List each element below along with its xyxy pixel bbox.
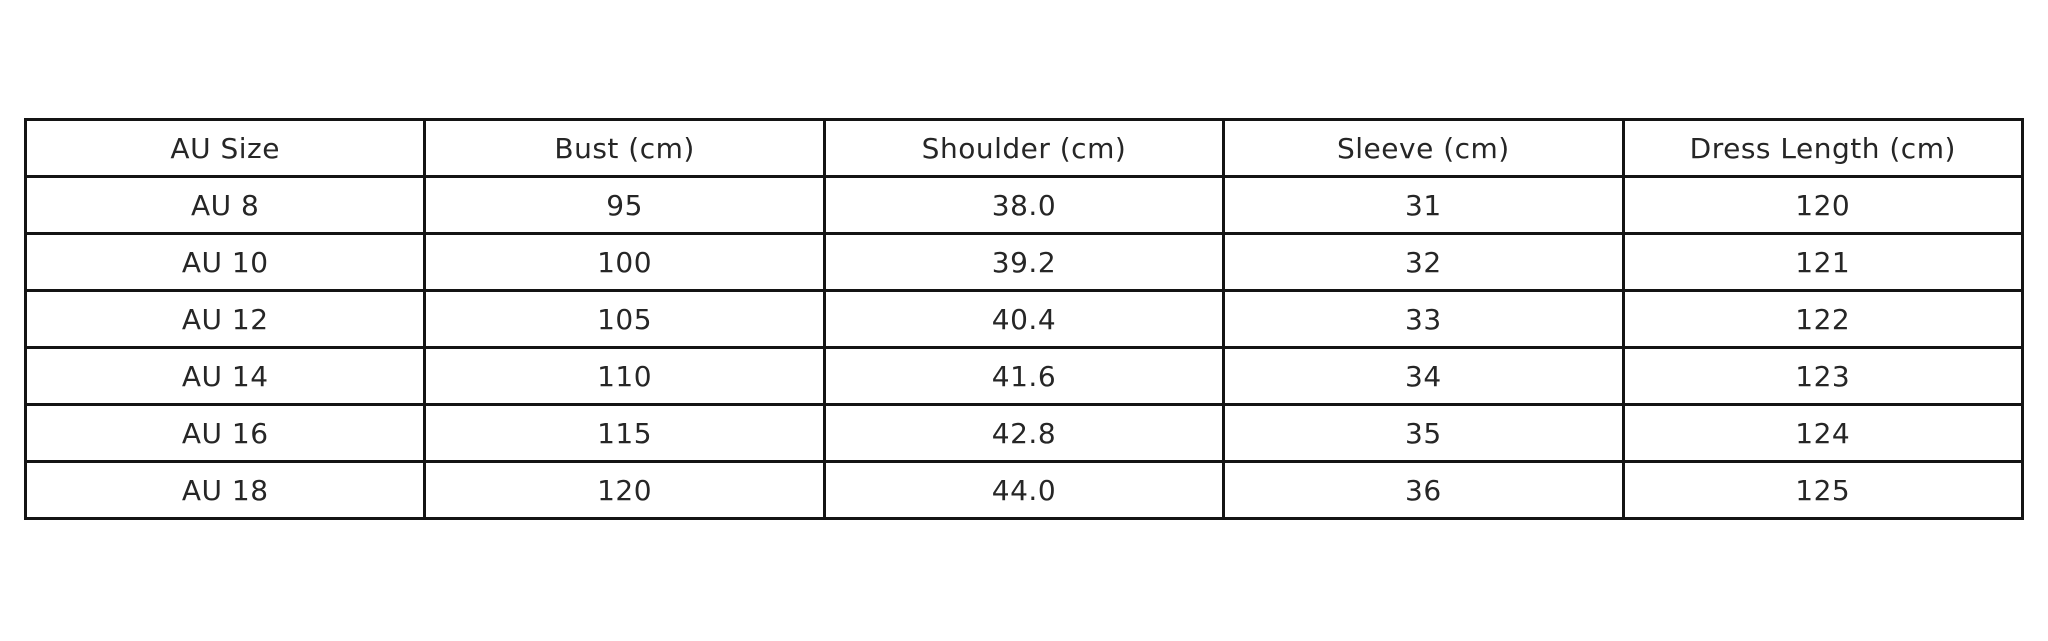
header-cell-dress-length: Dress Length (cm) bbox=[1621, 118, 2025, 178]
table-cell: 38.0 bbox=[822, 175, 1226, 235]
table-cell: AU 8 bbox=[23, 175, 427, 235]
table-cell: AU 10 bbox=[23, 232, 427, 292]
table-header: AU Size Bust (cm) Shoulder (cm) Sleeve (… bbox=[23, 118, 2025, 178]
size-chart-table: AU Size Bust (cm) Shoulder (cm) Sleeve (… bbox=[23, 118, 2025, 520]
header-row: AU Size Bust (cm) Shoulder (cm) Sleeve (… bbox=[23, 118, 2025, 178]
header-cell-sleeve: Sleeve (cm) bbox=[1222, 118, 1625, 178]
table-cell: 44.0 bbox=[822, 460, 1226, 520]
table-cell: 42.8 bbox=[822, 403, 1226, 463]
table-cell: 121 bbox=[1621, 232, 2025, 292]
table-cell: AU 14 bbox=[23, 346, 427, 406]
table-cell: AU 18 bbox=[23, 460, 427, 520]
table-body: AU 8 95 38.0 31 120 AU 10 100 39.2 32 12… bbox=[23, 175, 2025, 520]
table-cell: 120 bbox=[1621, 175, 2025, 235]
table-row-au16: AU 16 115 42.8 35 124 bbox=[23, 403, 2025, 463]
table-row-au18: AU 18 120 44.0 36 125 bbox=[23, 460, 2025, 520]
table-cell: 122 bbox=[1621, 289, 2025, 349]
header-cell-au-size: AU Size bbox=[23, 118, 427, 178]
table-cell: 120 bbox=[423, 460, 826, 520]
table-cell: 110 bbox=[423, 346, 826, 406]
table-cell: 41.6 bbox=[822, 346, 1226, 406]
table-cell: AU 16 bbox=[23, 403, 427, 463]
table-row-au12: AU 12 105 40.4 33 122 bbox=[23, 289, 2025, 349]
table-cell: 35 bbox=[1222, 403, 1625, 463]
table-cell: 36 bbox=[1222, 460, 1625, 520]
table-row-au8: AU 8 95 38.0 31 120 bbox=[23, 175, 2025, 235]
table-cell: 115 bbox=[423, 403, 826, 463]
table-cell: 32 bbox=[1222, 232, 1625, 292]
table-cell: 124 bbox=[1621, 403, 2025, 463]
table-cell: 105 bbox=[423, 289, 826, 349]
header-cell-bust: Bust (cm) bbox=[423, 118, 826, 178]
table-cell: 123 bbox=[1621, 346, 2025, 406]
table-cell: 39.2 bbox=[822, 232, 1226, 292]
table-row-au10: AU 10 100 39.2 32 121 bbox=[23, 232, 2025, 292]
header-cell-shoulder: Shoulder (cm) bbox=[822, 118, 1226, 178]
table-cell: 31 bbox=[1222, 175, 1625, 235]
table-cell: 100 bbox=[423, 232, 826, 292]
table-cell: 34 bbox=[1222, 346, 1625, 406]
table-cell: 40.4 bbox=[822, 289, 1226, 349]
table-cell: 33 bbox=[1222, 289, 1625, 349]
table-cell: AU 12 bbox=[23, 289, 427, 349]
table-cell: 125 bbox=[1621, 460, 2025, 520]
table-row-au14: AU 14 110 41.6 34 123 bbox=[23, 346, 2025, 406]
table-cell: 95 bbox=[423, 175, 826, 235]
